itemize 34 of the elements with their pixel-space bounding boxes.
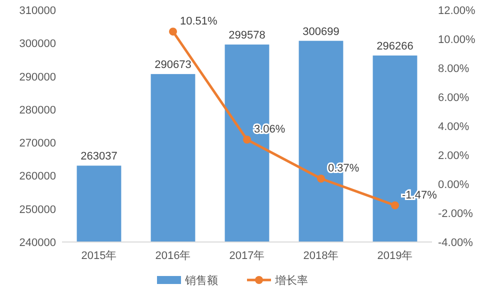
y2-tick-label: 0.00%	[438, 179, 470, 191]
y2-tick-label: -2.00%	[438, 208, 474, 220]
data-label: 296266	[376, 40, 414, 53]
data-label: 290673	[154, 59, 192, 72]
legend-label: 增长率	[274, 274, 308, 287]
point	[169, 28, 177, 36]
x-tick-label: 2016年	[155, 250, 191, 262]
x-tick-label: 2019年	[377, 250, 413, 262]
y2-tick-label: 2.00%	[438, 150, 470, 162]
y-tick-label: 240000	[19, 237, 56, 249]
y2-tick-label: -4.00%	[438, 237, 474, 249]
y2-tick-label: 8.00%	[438, 63, 470, 75]
y2-tick-label: 10.00%	[438, 34, 476, 46]
y-tick-label: 270000	[19, 138, 56, 150]
data-label: 263037	[80, 150, 118, 163]
data-label: 10.51%	[180, 16, 218, 28]
y2-tick-label: 4.00%	[438, 121, 470, 133]
y2-tick-label: 12.00%	[438, 5, 476, 17]
y-tick-label: 290000	[19, 71, 56, 84]
y-tick-label: 300000	[19, 38, 56, 50]
y-tick-label: 280000	[19, 104, 56, 116]
x-tick-label: 2017年	[229, 250, 265, 262]
point	[391, 201, 399, 210]
legend-label: 销售额	[184, 274, 218, 287]
y-tick-label: 310000	[19, 5, 56, 17]
data-label: 299578	[228, 30, 266, 42]
y-tick-label: 250000	[19, 204, 56, 216]
x-tick-label: 2018年	[303, 250, 339, 262]
y2-tick-label: 6.00%	[438, 92, 470, 104]
x-tick-label: 2015年	[81, 250, 117, 262]
point	[317, 174, 325, 183]
data-label: 300699	[302, 26, 340, 38]
y-tick-label: 260000	[19, 170, 56, 183]
point	[243, 136, 251, 144]
